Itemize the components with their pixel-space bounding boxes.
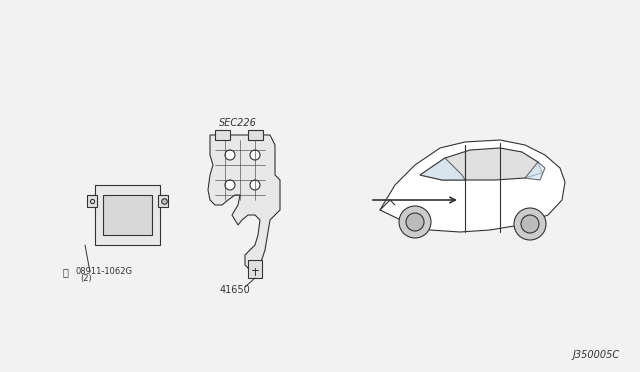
Text: 08911-1062G: 08911-1062G [75,267,132,276]
Text: (2): (2) [80,275,92,283]
Bar [215,130,230,140]
Text: SEC226: SEC226 [219,118,257,128]
Bar [87,195,97,207]
Circle shape [521,215,539,233]
Polygon shape [420,158,465,180]
Bar [158,195,168,207]
Circle shape [225,150,235,160]
Circle shape [399,206,431,238]
Polygon shape [525,162,545,180]
Circle shape [514,208,546,240]
Polygon shape [208,135,280,270]
Text: J350005C: J350005C [573,350,620,360]
Text: ⓝ: ⓝ [62,267,68,277]
Polygon shape [420,148,542,180]
Circle shape [225,180,235,190]
Circle shape [250,180,260,190]
Polygon shape [380,140,565,232]
Text: 41650: 41650 [220,285,250,295]
Circle shape [406,213,424,231]
Bar [95,185,160,245]
Bar [103,195,152,235]
Bar [248,260,262,278]
Bar [248,130,263,140]
Circle shape [250,150,260,160]
